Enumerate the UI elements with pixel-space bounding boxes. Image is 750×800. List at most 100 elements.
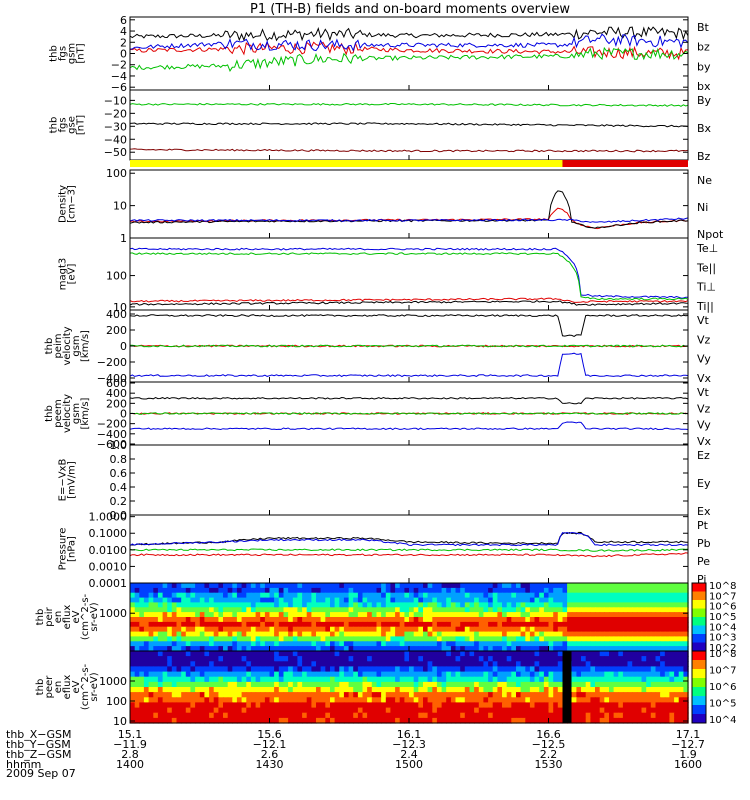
spectrogram-cell [543,661,550,667]
spectrogram-cell [199,651,206,657]
spectrogram-cell [218,641,224,647]
y-axis-label: [cm−3] [67,185,78,223]
spectrogram-cell [464,651,471,657]
spectrogram-cell [516,651,522,657]
spectrogram-cell [311,583,317,589]
spectrogram-cell [455,707,461,714]
spectrogram-cell [632,656,638,662]
spectrogram-cell [553,687,559,693]
spectrogram-cell [171,666,178,673]
spectrogram-cell [157,587,164,594]
spectrogram-cell [176,621,182,628]
spectrogram-cell [478,641,485,647]
spectrogram-cell [502,651,508,657]
spectrogram-cell [278,697,285,703]
spectrogram-cell [218,597,224,604]
x-axis-value: −12.1 [253,738,287,751]
spectrogram-cell [539,587,545,594]
spectrogram-cell [418,681,424,688]
spectrogram-cell [650,707,657,714]
spectrogram-cell [590,626,596,633]
spectrogram-cell [441,666,447,673]
spectrogram-cell [497,636,503,642]
spectrogram-cell [371,717,378,724]
spectrogram-cell [650,692,657,698]
spectrogram-cell [483,636,489,642]
spectrogram-cell [413,661,419,667]
spectrogram-cell [381,587,387,594]
spectrogram-cell [316,651,322,657]
spectrogram-cell [516,707,522,714]
spectrogram-cell [423,631,429,638]
spectrogram-cell [371,597,378,604]
spectrogram-cell [390,621,396,628]
spectrogram-cell [153,612,159,618]
spectrogram-cell [655,666,661,673]
spectrogram-cell [371,692,378,698]
series-line-Npot [129,217,689,223]
spectrogram-cell [199,671,206,678]
spectrogram-cell [232,697,238,703]
spectrogram-cell [292,612,299,618]
spectrogram-cell [130,583,136,589]
spectrogram-cell [325,697,331,703]
series-line-Bt [129,26,689,42]
spectrogram-cell [409,587,415,594]
spectrogram-cell [185,626,192,633]
spectrogram-cell [455,671,461,678]
spectrogram-cell [130,612,136,618]
spectrogram-cell [488,681,494,688]
spectrogram-cell [246,587,252,594]
spectrogram-cell [227,707,233,714]
spectrogram-cell [469,712,475,719]
y-tick-label: 0.1000 [89,527,128,540]
spectrogram-cell [255,592,261,599]
spectrogram-cell [516,666,522,673]
spectrogram-cell [134,612,140,618]
spectrogram-cell [632,707,638,714]
spectrogram-cell [423,621,429,628]
x-axis-value: 1500 [395,758,423,771]
spectrogram-cell [618,697,624,703]
spectrogram-cell [557,651,564,657]
spectrogram-cell [339,617,345,623]
spectrogram-cell [260,607,266,613]
spectrogram-cell [362,692,368,698]
spectrogram-cell [376,646,382,652]
spectrogram-cell [218,651,224,657]
spectrogram-cell [353,702,359,709]
spectrogram-cell [427,712,433,719]
spectrogram-cell [525,697,531,703]
spectrogram-cell [255,656,261,662]
spectrogram-cell [153,626,159,633]
spectrogram-cell [148,687,154,693]
spectrogram-cell [316,707,322,714]
spectrogram-cell [529,661,536,667]
spectrogram-cell [199,631,206,638]
spectrogram-cell [292,676,299,683]
spectrogram-cell [353,617,359,623]
spectrogram-cell [683,712,689,719]
spectrogram-cell [562,592,568,599]
spectrogram-cell [636,621,643,628]
spectrogram-cell [246,646,252,652]
spectrogram-cell [469,631,475,638]
spectrogram-cell [278,656,285,662]
spectrogram-cell [385,666,392,673]
spectrogram-cell [655,621,661,628]
spectrogram-cell [264,597,271,604]
spectrogram-cell [306,602,312,608]
spectrogram-cell [283,607,289,613]
spectrogram-cell [130,656,136,662]
spectrogram-cell [274,597,280,604]
spectrogram-cell [632,641,638,647]
spectrogram-cell [339,621,345,628]
spectrogram-cell [371,583,378,589]
spectrogram-cell [622,597,629,604]
spectrogram-cell [474,587,480,594]
spectrogram-cell [209,612,215,618]
spectrogram-cell [660,587,666,594]
spectrogram-cell [223,607,229,613]
spectrogram-cell [274,651,280,657]
spectrogram-cell [381,607,387,613]
